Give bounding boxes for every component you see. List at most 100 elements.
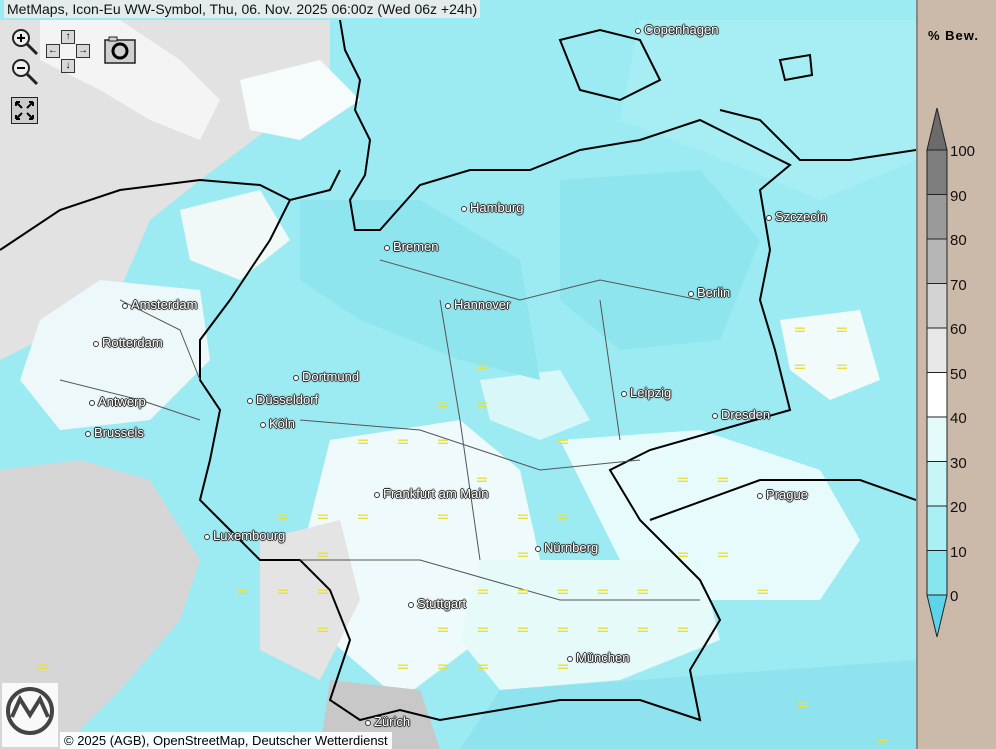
fog-symbol: = (716, 545, 729, 564)
city-dot-icon (204, 533, 210, 540)
city-dot-icon (567, 655, 573, 662)
city-dot-icon (766, 214, 772, 221)
fog-symbol: = (636, 582, 649, 601)
fog-symbol: = (276, 582, 289, 601)
city-name: Dortmund (302, 369, 360, 384)
fog-symbol: = (556, 432, 569, 451)
fog-symbol: = (316, 507, 329, 526)
fog-symbol: = (436, 395, 449, 414)
city-label: Rotterdam (93, 336, 163, 350)
fog-symbol: = (436, 657, 449, 676)
fog-symbol: = (475, 470, 488, 489)
pan-right-button[interactable]: → (76, 44, 90, 58)
city-label: Dortmund (293, 370, 359, 384)
city-label: Antwerp (89, 395, 146, 409)
fog-symbol: = (436, 507, 449, 526)
city-dot-icon (408, 601, 414, 608)
fog-symbol: = (556, 620, 569, 639)
fog-symbol: = (793, 357, 806, 376)
city-dot-icon (93, 340, 99, 347)
city-dot-icon (445, 302, 451, 309)
metmaps-logo-icon (6, 687, 54, 735)
city-dot-icon (85, 430, 91, 437)
city-dot-icon (635, 27, 641, 34)
pan-down-button[interactable]: ↓ (61, 59, 75, 73)
fog-symbol: = (475, 357, 488, 376)
city-dot-icon (374, 491, 380, 498)
zoom-in-icon (12, 29, 39, 56)
legend-tick-label: 50 (950, 365, 967, 383)
city-dot-icon (89, 399, 95, 406)
city-name: Düsseldorf (256, 392, 319, 407)
fog-symbol: = (756, 582, 769, 601)
fog-symbol: = (596, 620, 609, 639)
pan-up-button[interactable]: ↑ (61, 30, 75, 44)
city-dot-icon (688, 290, 694, 297)
city-dot-icon (260, 421, 266, 428)
legend-band (926, 372, 948, 418)
fog-symbol: = (396, 657, 409, 676)
legend-band (926, 194, 948, 240)
city-name: Berlin (697, 285, 731, 300)
city-dot-icon (122, 302, 128, 309)
city-name: Antwerp (98, 394, 146, 409)
city-name: Zürich (374, 714, 411, 729)
city-label: Stuttgart (408, 597, 466, 611)
city-label: Copenhagen (635, 23, 718, 37)
map-title: MetMaps, Icon-Eu WW-Symbol, Thu, 06. Nov… (4, 0, 481, 18)
fog-symbol: = (516, 545, 529, 564)
legend-tick-label: 10 (950, 543, 967, 561)
fog-symbol: = (316, 620, 329, 639)
city-name: Rotterdam (102, 335, 163, 350)
pan-left-button[interactable]: ← (46, 44, 60, 58)
city-label: Brussels (85, 426, 144, 440)
fog-symbol: = (476, 620, 489, 639)
legend-tick-label: 30 (950, 454, 967, 472)
fog-symbol: = (716, 470, 729, 489)
city-dot-icon (247, 397, 253, 404)
fog-symbol: = (436, 432, 449, 451)
fog-symbol: = (793, 320, 806, 339)
fog-symbol: = (475, 395, 488, 414)
city-label: Amsterdam (122, 298, 197, 312)
fog-symbol: = (796, 695, 809, 714)
city-label: Bremen (384, 240, 439, 254)
fog-symbol: = (316, 545, 329, 564)
city-dot-icon (384, 244, 390, 251)
legend-band (926, 238, 948, 284)
city-dot-icon (535, 545, 541, 552)
fog-symbol: = (676, 545, 689, 564)
fog-symbol: = (676, 470, 689, 489)
fog-symbol: = (596, 582, 609, 601)
city-label: Köln (260, 417, 295, 431)
city-name: Dresden (721, 407, 771, 422)
city-name: Brussels (94, 425, 144, 440)
legend-tick-label: 90 (950, 187, 967, 205)
legend-band (926, 149, 948, 195)
city-dot-icon (293, 374, 299, 381)
city-name: Nürnberg (544, 540, 599, 555)
city-label: Prague (757, 488, 808, 502)
expand-icon (11, 97, 38, 124)
city-label: Dresden (712, 408, 770, 422)
city-name: Copenhagen (644, 22, 719, 37)
city-name: Prague (766, 487, 808, 502)
fog-symbol: = (276, 507, 289, 526)
legend-tick-label: 60 (950, 321, 967, 338)
fog-symbol: = (835, 357, 848, 376)
legend-band (926, 327, 948, 373)
legend-band (926, 283, 948, 329)
city-label: Hamburg (461, 201, 523, 215)
fog-symbol: = (356, 432, 369, 451)
cloud-cover-layer: = = = = = = = = = = = = = = = = = = = = = = = = = = = = = = = = = = = = = = = =… (0, 19, 916, 749)
legend-tick-label: 20 (950, 499, 967, 516)
fog-symbol: = (556, 657, 569, 676)
city-label: München (567, 651, 629, 665)
fog-symbol: = (876, 732, 889, 749)
city-name: Luxembourg (213, 528, 286, 543)
weather-map[interactable]: = = = = = = = = = = = = = = = = = = = = = = = = = = = = = = = = = = = = = = = =… (0, 0, 916, 749)
fog-symbol: = (36, 657, 49, 676)
fog-symbol: = (356, 507, 369, 526)
fog-symbol: = (396, 432, 409, 451)
city-label: Luxembourg (204, 529, 285, 543)
